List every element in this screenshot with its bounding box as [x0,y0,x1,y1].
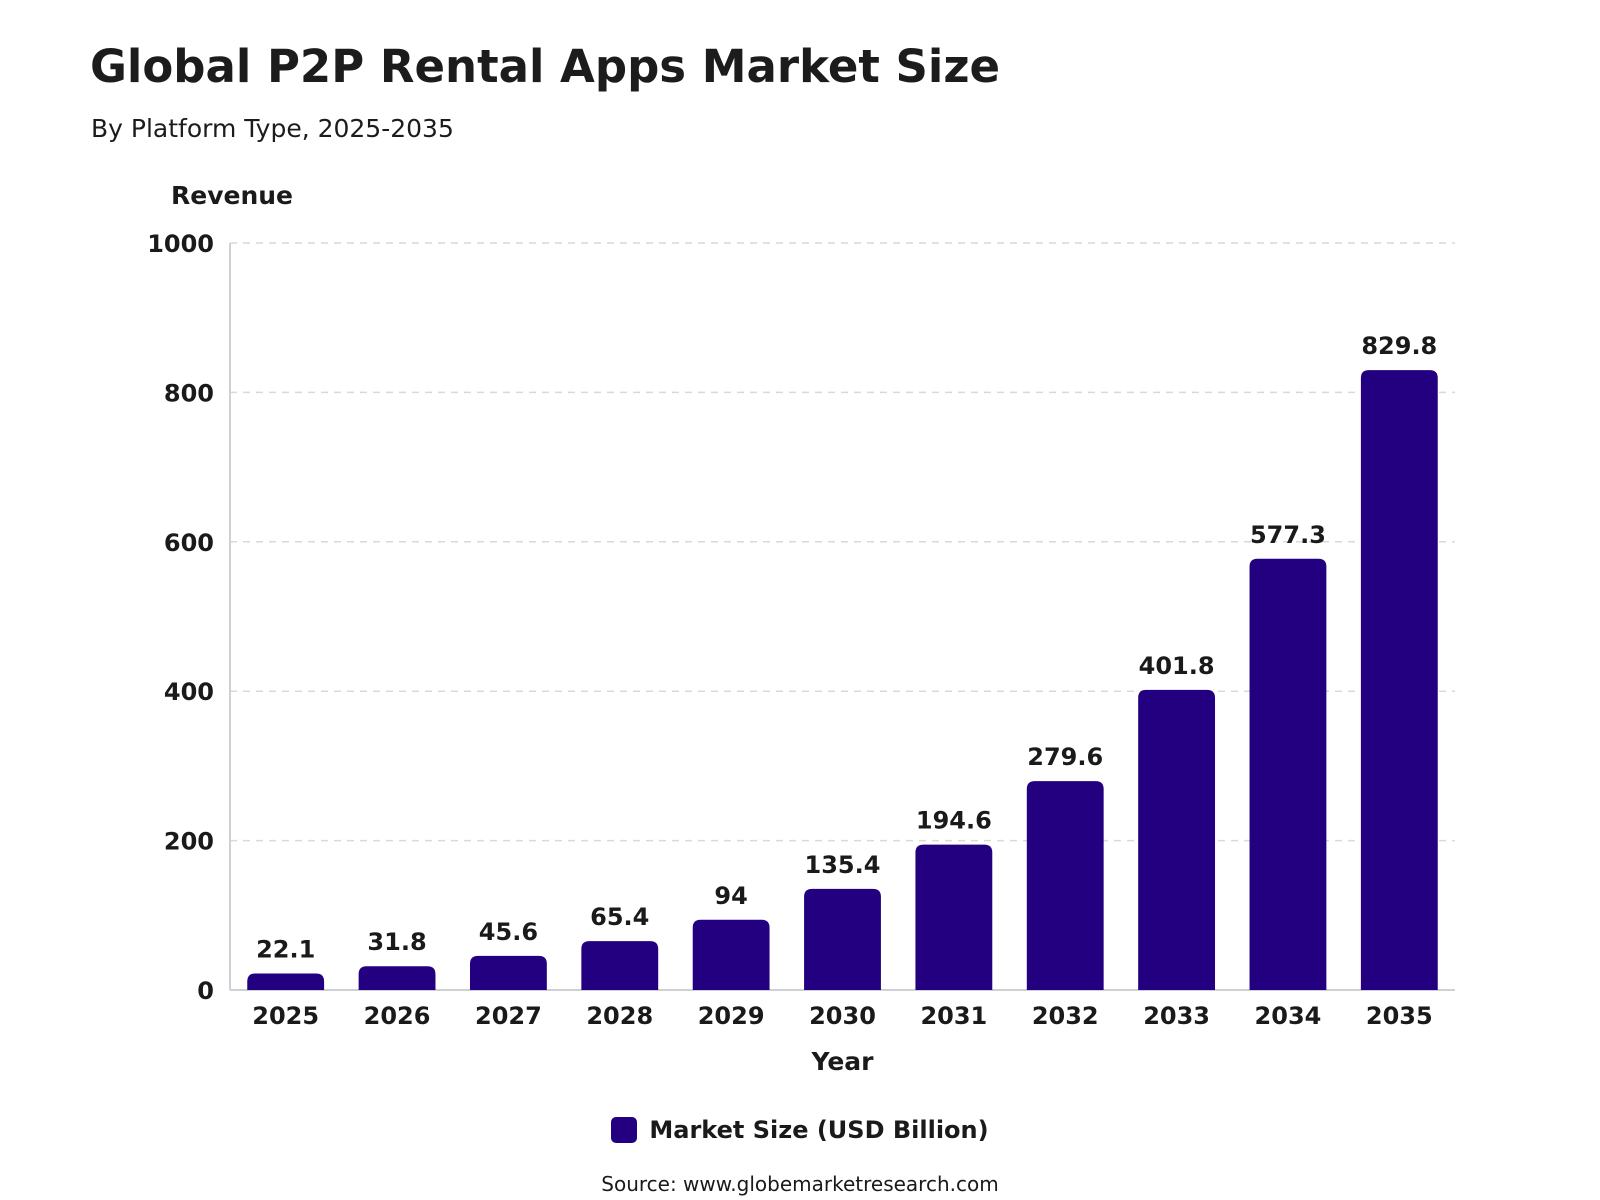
data-label: 279.6 [1027,743,1103,771]
bar [804,888,881,990]
data-label: 45.6 [479,918,538,946]
x-tick-label: 2030 [809,1002,876,1030]
data-label: 829.8 [1361,332,1437,360]
x-tick-label: 2034 [1255,1002,1322,1030]
legend-swatch [611,1117,638,1143]
bar [581,941,659,990]
x-tick-label: 2027 [475,1002,542,1030]
data-label: 194.6 [916,807,992,835]
data-label: 65.4 [590,903,649,931]
bar [1249,558,1327,990]
x-tick-label: 2026 [364,1002,431,1030]
bar [1360,370,1438,990]
x-tick-label: 2035 [1366,1002,1433,1030]
y-tick-label: 800 [164,379,214,407]
legend: Market Size (USD Billion) [0,1116,1600,1147]
data-label: 94 [714,882,747,910]
chart-subtitle: By Platform Type, 2025-2035 [91,114,454,143]
y-tick-label: 0 [197,977,214,1005]
bar [247,973,325,990]
chart-title: Global P2P Rental Apps Market Size [90,40,1001,93]
y-tick-label: 1000 [147,230,214,258]
x-tick-label: 2029 [698,1002,765,1030]
data-label: 401.8 [1139,652,1215,680]
x-axis-title: Year [811,1047,875,1076]
bar [1138,689,1216,990]
y-tick-label: 400 [164,678,214,706]
data-label: 31.8 [367,928,426,956]
x-tick-label: 2031 [920,1002,987,1030]
bar [358,966,436,990]
bar-chart: 0 200 400 600 800 1000 Revenue 22.1 2025 31.8 2026… [147,181,1455,1076]
x-tick-label: 2033 [1143,1002,1210,1030]
y-tick-label: 600 [164,529,214,557]
bar [692,919,770,990]
bar [469,955,547,990]
x-tick-label: 2025 [252,1002,319,1030]
legend-label: Market Size (USD Billion) [649,1116,989,1144]
bar [915,844,993,990]
y-axis-title: Revenue [171,181,293,210]
source-note: Source: www.globemarketresearch.com [601,1172,999,1196]
data-label: 577.3 [1250,521,1326,549]
y-tick-label: 200 [164,828,214,856]
bar [1026,781,1104,990]
x-tick-label: 2032 [1032,1002,1099,1030]
data-label: 22.1 [256,935,315,963]
x-tick-label: 2028 [586,1002,653,1030]
data-label: 135.4 [805,851,881,879]
